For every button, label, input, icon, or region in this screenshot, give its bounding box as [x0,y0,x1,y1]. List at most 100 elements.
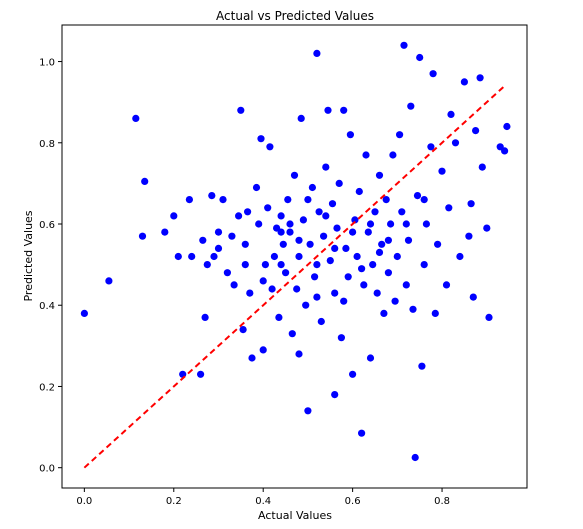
x-tick-label: 0.2 [166,496,182,507]
x-tick-label: 0.8 [434,496,450,507]
data-point [199,236,207,244]
data-point [317,317,325,326]
data-point [315,208,323,216]
chart-title: Actual vs Predicted Values [216,9,374,23]
data-point [478,163,486,171]
data-point [203,261,211,269]
reference-line [83,85,506,469]
data-point [460,78,468,86]
data-point [223,269,231,277]
data-point [132,114,140,122]
data-point [259,277,267,285]
data-point [188,252,196,261]
data-point [308,183,316,192]
y-tick-label: 0.6 [39,220,55,231]
data-point [349,228,357,236]
data-point [228,232,236,240]
data-point [80,309,88,317]
data-point [293,285,301,293]
data-point [469,293,477,301]
data-point [320,232,328,240]
data-point [268,285,276,293]
data-point [306,240,314,248]
data-point [324,106,332,114]
data-point [277,261,285,269]
data-point [465,232,473,240]
data-point [304,196,312,204]
data-point [358,429,366,437]
data-point [255,220,263,228]
data-point [402,281,410,289]
data-point [380,309,388,317]
y-tick-label: 0.2 [39,382,55,393]
data-point [331,289,339,297]
data-point [351,216,359,224]
data-point [286,220,294,228]
data-point [476,74,484,82]
data-point [241,240,249,248]
y-tick-label: 0.4 [39,301,55,312]
data-point [279,240,287,248]
data-point [404,236,413,244]
data-point [208,192,216,200]
data-point [335,179,343,187]
data-point [322,212,330,220]
data-point [398,208,406,216]
data-point [295,252,303,261]
data-point [373,289,381,297]
data-point [362,151,370,159]
data-point [141,177,149,185]
data-point [422,220,430,228]
data-point [252,183,261,192]
data-point [434,240,442,248]
data-point [355,187,363,196]
data-point [105,277,113,285]
data-point [290,171,299,179]
data-point [340,297,348,305]
data-point [237,106,245,114]
data-point [337,334,345,342]
data-point [344,273,352,281]
data-point [384,269,392,277]
data-point [174,252,182,261]
data-point [369,261,377,269]
data-point [353,252,361,261]
data-point [331,244,339,252]
data-point [214,228,223,236]
data-point [384,236,392,244]
data-point [431,309,439,317]
data-point [248,354,256,362]
data-point [241,261,249,269]
data-point [170,212,178,220]
data-point [418,362,426,370]
data-point [313,293,321,301]
data-point [400,41,408,49]
data-point [331,391,339,399]
data-point [138,232,147,240]
data-point [371,208,379,216]
data-point [447,110,455,118]
data-point [340,106,348,114]
data-point [467,200,475,208]
data-point [375,248,384,256]
data-point [322,163,330,171]
y-tick-label: 0.8 [39,139,55,150]
data-point [503,122,511,131]
data-point [429,70,437,78]
data-point [333,224,341,232]
data-point [246,289,254,297]
data-point [286,228,294,236]
data-point [427,143,435,151]
data-point [295,350,303,358]
data-point [438,167,446,175]
data-point [297,114,305,122]
data-point [366,354,375,362]
data-point [261,261,269,269]
data-point [375,171,384,179]
reference-line-layer [83,85,506,469]
data-point [360,281,368,289]
plot-area [61,24,528,489]
y-tick-label: 1.0 [39,58,55,69]
data-points [80,41,511,462]
